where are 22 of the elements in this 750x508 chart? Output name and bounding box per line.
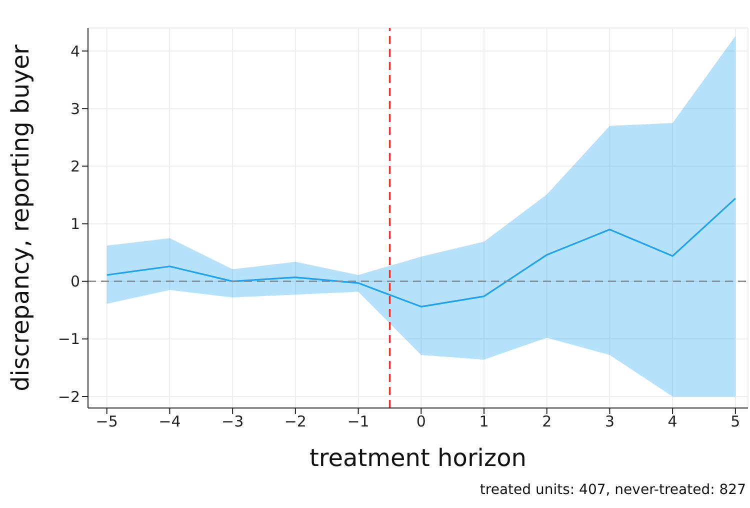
x-tick-label: −2 <box>284 412 306 431</box>
x-tick-label: 1 <box>479 412 489 431</box>
x-axis-title: treatment horizon <box>310 444 526 472</box>
y-tick-label: 0 <box>70 272 80 291</box>
x-tick-label: −5 <box>96 412 118 431</box>
y-axis-title: discrepancy, reporting buyer <box>6 44 35 392</box>
y-tick-label: −1 <box>58 330 80 348</box>
y-tick-label: −2 <box>58 388 80 406</box>
y-tick-label: 2 <box>70 158 80 176</box>
x-tick-label: 5 <box>730 412 740 431</box>
x-tick-label: −1 <box>347 412 370 431</box>
x-tick-label: 0 <box>416 412 426 431</box>
y-tick-label: 1 <box>70 215 80 234</box>
text: treated units: 407, never-treated: 827 <box>480 482 746 498</box>
x-tick-label: −3 <box>222 412 244 431</box>
x-tick-label: 2 <box>542 412 552 431</box>
x-tick-label: 4 <box>668 412 678 431</box>
line-series <box>106 198 736 308</box>
x-tick-label: −4 <box>158 412 181 431</box>
y-tick-label: 4 <box>70 42 80 60</box>
y-tick-label: 3 <box>70 100 80 118</box>
x-tick-label: 3 <box>604 412 614 431</box>
